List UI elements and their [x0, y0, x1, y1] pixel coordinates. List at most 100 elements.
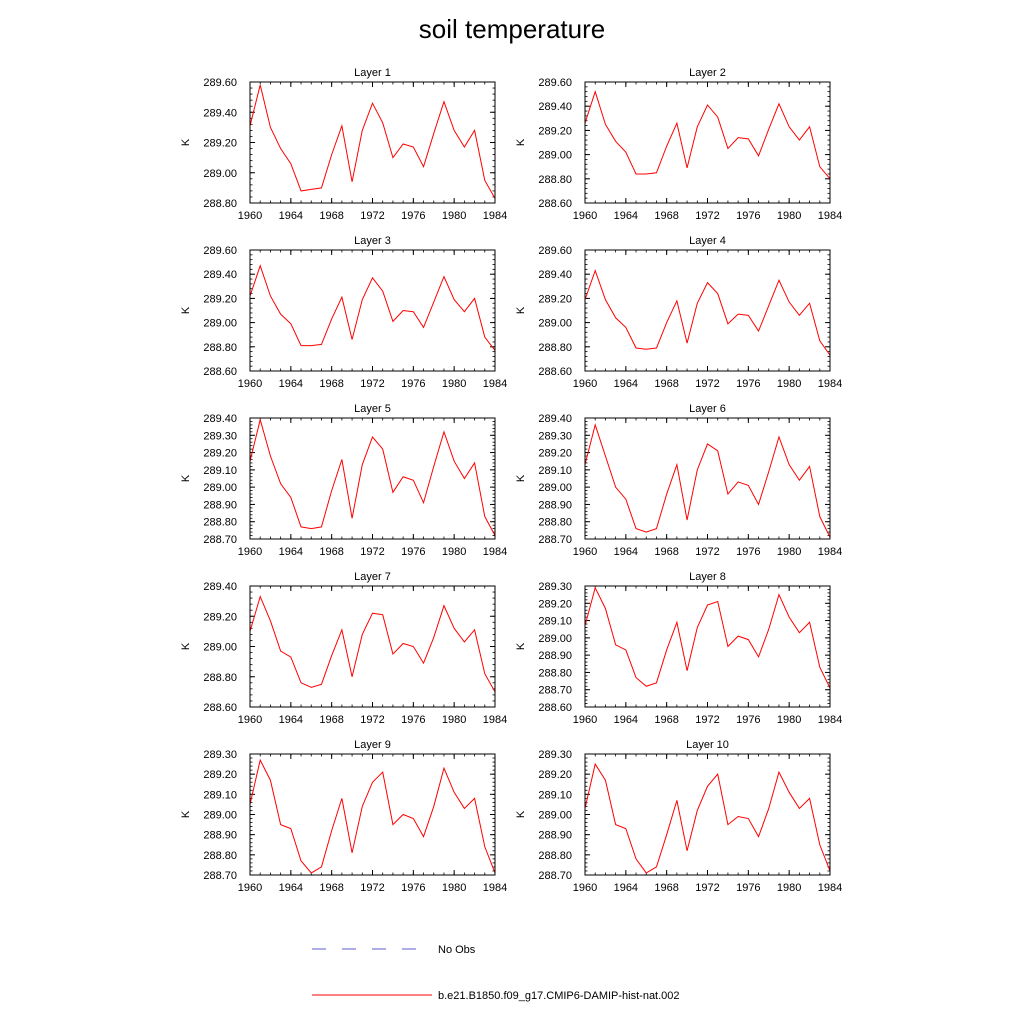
y-axis-label: K	[515, 474, 527, 482]
x-tick-label: 1976	[401, 546, 425, 558]
x-tick-label: 1960	[573, 546, 597, 558]
x-tick-label: 1968	[319, 378, 343, 390]
y-tick-label: 289.40	[203, 269, 237, 281]
x-tick-label: 1984	[818, 882, 842, 894]
y-tick-label: 289.10	[538, 465, 572, 477]
y-tick-label: 289.00	[538, 150, 572, 162]
x-tick-label: 1976	[401, 378, 425, 390]
panel-title: Layer 5	[354, 403, 391, 415]
y-tick-label: 289.30	[203, 749, 237, 761]
panel-title: Layer 2	[689, 67, 726, 79]
y-tick-label: 288.60	[538, 366, 572, 378]
panel-title: Layer 7	[354, 571, 391, 583]
x-tick-label: 1984	[483, 546, 507, 558]
y-tick-label: 288.90	[538, 830, 572, 842]
chart-panel: Layer 4 K 1960 1964 1968 1972 1976 1980 1984 288.…	[515, 235, 842, 390]
x-tick-label: 1960	[238, 546, 262, 558]
x-tick-label: 1972	[360, 378, 384, 390]
plot-frame	[584, 753, 831, 876]
x-tick-label: 1976	[736, 378, 760, 390]
y-tick-label: 288.80	[203, 672, 237, 684]
x-tick-label: 1980	[777, 210, 801, 222]
y-tick-label: 288.80	[203, 198, 237, 210]
series-line	[249, 84, 496, 199]
x-tick-label: 1980	[442, 714, 466, 726]
x-tick-label: 1964	[614, 378, 638, 390]
x-tick-label: 1968	[654, 546, 678, 558]
y-tick-label: 288.60	[538, 702, 572, 714]
chart-panel: Layer 9 K 1960 1964 1968 1972 1976 1980 1984 288.…	[180, 739, 507, 894]
y-tick-label: 289.00	[538, 318, 572, 330]
x-tick-label: 1960	[573, 210, 597, 222]
x-tick-label: 1976	[401, 714, 425, 726]
series-line	[584, 586, 831, 689]
chart-panel: Layer 3 K 1960 1964 1968 1972 1976 1980 1984 288.…	[180, 235, 507, 390]
y-tick-label: 289.00	[538, 482, 572, 494]
x-tick-label: 1972	[360, 210, 384, 222]
y-tick-label: 288.90	[538, 650, 572, 662]
x-tick-label: 1976	[401, 210, 425, 222]
chart-panel: Layer 2 K 1960 1964 1968 1972 1976 1980 1984 288.…	[515, 67, 842, 222]
x-tick-label: 1976	[736, 882, 760, 894]
y-tick-label: 289.10	[203, 789, 237, 801]
plot-frame	[584, 81, 831, 204]
y-tick-label: 288.80	[203, 342, 237, 354]
legend: No Obs b.e21.B1850.f09_g17.CMIP6-DAMIP-hi…	[312, 944, 680, 1002]
y-tick-label: 289.40	[538, 269, 572, 281]
y-tick-label: 289.30	[203, 430, 237, 442]
panel-title: Layer 1	[354, 67, 391, 79]
x-tick-label: 1960	[573, 378, 597, 390]
plot-frame	[584, 585, 831, 708]
y-tick-label: 288.60	[538, 198, 572, 210]
x-tick-label: 1980	[442, 210, 466, 222]
x-tick-label: 1976	[736, 210, 760, 222]
x-tick-label: 1968	[654, 210, 678, 222]
x-tick-label: 1960	[573, 714, 597, 726]
series-line	[249, 417, 496, 536]
x-tick-label: 1968	[319, 882, 343, 894]
y-axis-label: K	[515, 810, 527, 818]
y-tick-label: 289.00	[203, 482, 237, 494]
x-tick-label: 1984	[818, 546, 842, 558]
y-axis-label: K	[180, 138, 192, 146]
y-tick-label: 289.30	[538, 430, 572, 442]
series-line	[249, 595, 496, 693]
x-tick-label: 1972	[695, 882, 719, 894]
x-tick-label: 1972	[695, 378, 719, 390]
x-tick-label: 1980	[777, 882, 801, 894]
y-tick-label: 289.20	[538, 448, 572, 460]
y-tick-label: 289.40	[203, 107, 237, 119]
chart-panel: Layer 10 K 1960 1964 1968 1972 1976 1980 1984 288…	[515, 739, 842, 894]
chart-panel: Layer 8 K 1960 1964 1968 1972 1976 1980 1984 288.…	[515, 571, 842, 726]
x-tick-label: 1960	[238, 210, 262, 222]
x-tick-label: 1972	[360, 714, 384, 726]
x-tick-label: 1984	[818, 210, 842, 222]
y-tick-label: 289.60	[538, 77, 572, 89]
x-tick-label: 1984	[818, 714, 842, 726]
x-tick-label: 1964	[614, 546, 638, 558]
y-tick-label: 289.00	[203, 168, 237, 180]
x-tick-label: 1976	[736, 714, 760, 726]
plot-frame	[249, 417, 496, 540]
x-tick-label: 1980	[777, 714, 801, 726]
y-tick-label: 289.20	[538, 598, 572, 610]
x-tick-label: 1964	[279, 714, 303, 726]
plot-frame	[584, 417, 831, 540]
y-tick-label: 289.40	[203, 413, 237, 425]
y-tick-label: 289.00	[203, 810, 237, 822]
y-tick-label: 289.20	[203, 138, 237, 150]
series-line	[249, 264, 496, 351]
panel-title: Layer 3	[354, 235, 391, 247]
plot-frame	[249, 81, 496, 204]
x-tick-label: 1964	[614, 210, 638, 222]
y-axis-label: K	[515, 642, 527, 650]
series-line	[249, 758, 496, 874]
legend-label: No Obs	[438, 944, 476, 956]
y-axis-label: K	[180, 810, 192, 818]
series-line	[584, 90, 831, 180]
x-tick-label: 1964	[279, 210, 303, 222]
y-tick-label: 289.20	[538, 293, 572, 305]
y-axis-label: K	[515, 138, 527, 146]
y-tick-label: 288.70	[538, 685, 572, 697]
